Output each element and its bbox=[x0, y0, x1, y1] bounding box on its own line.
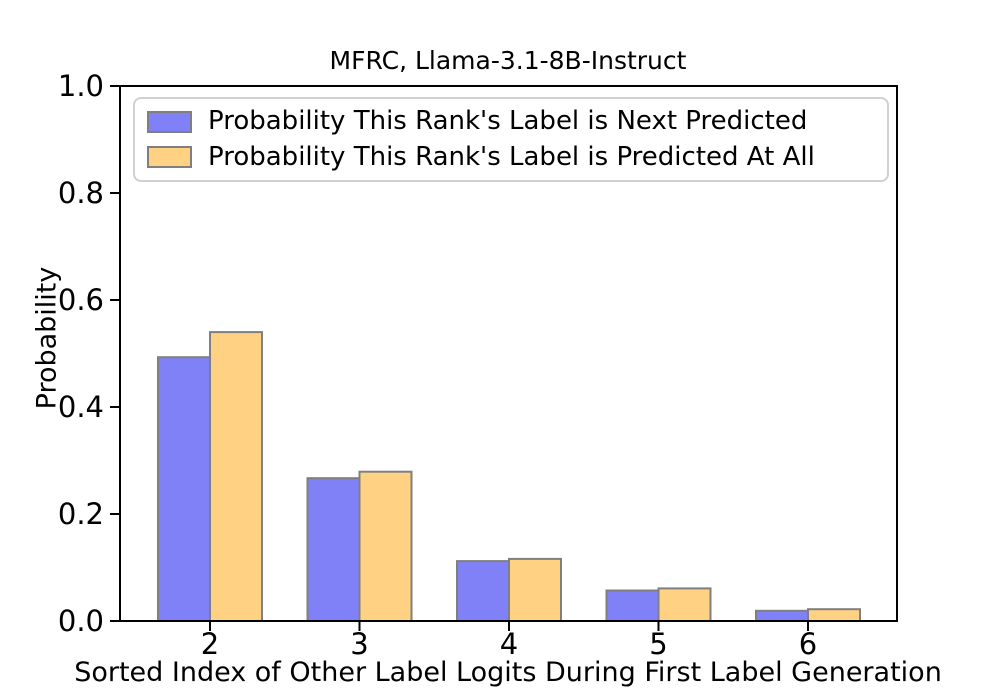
bar-rank6-series0 bbox=[755, 609, 809, 622]
legend: Probability This Rank's Label is Next Pr… bbox=[133, 97, 889, 182]
bar-rank4-series1 bbox=[508, 557, 562, 623]
y-tick-label: 0.0 bbox=[58, 604, 104, 638]
legend-item-predicted-at-all: Probability This Rank's Label is Predict… bbox=[147, 142, 887, 173]
legend-swatch-predicted-at-all-icon bbox=[147, 146, 192, 169]
bar-rank5-series1 bbox=[657, 587, 712, 623]
y-tick-label: 1.0 bbox=[58, 69, 104, 103]
x-tick-label: 6 bbox=[799, 627, 817, 661]
x-tick-label: 3 bbox=[350, 627, 368, 661]
x-tick-label: 5 bbox=[649, 627, 667, 661]
legend-label-next-predicted: Probability This Rank's Label is Next Pr… bbox=[208, 106, 808, 137]
bar-rank3-series0 bbox=[306, 477, 361, 623]
bar-rank5-series0 bbox=[605, 589, 660, 622]
bar-rank3-series1 bbox=[358, 470, 413, 623]
x-tick-label: 2 bbox=[201, 627, 219, 661]
y-axis-label: Probability bbox=[31, 266, 63, 410]
bar-rank2-series0 bbox=[157, 356, 211, 622]
legend-swatch-next-predicted-icon bbox=[147, 110, 192, 133]
bar-rank4-series0 bbox=[456, 560, 510, 622]
y-tick-label: 0.4 bbox=[58, 390, 104, 424]
chart-title: MFRC, Llama-3.1-8B-Instruct bbox=[329, 46, 687, 75]
y-tick-label: 0.2 bbox=[58, 497, 104, 531]
bar-rank6-series1 bbox=[807, 608, 861, 623]
y-tick-label: 0.8 bbox=[58, 176, 104, 210]
x-tick-label: 4 bbox=[500, 627, 518, 661]
legend-label-predicted-at-all: Probability This Rank's Label is Predict… bbox=[208, 141, 815, 172]
legend-item-next-predicted: Probability This Rank's Label is Next Pr… bbox=[147, 106, 887, 137]
x-axis-label: Sorted Index of Other Label Logits Durin… bbox=[74, 657, 942, 688]
y-tick-label: 0.6 bbox=[58, 283, 104, 317]
bar-rank2-series1 bbox=[209, 331, 263, 622]
